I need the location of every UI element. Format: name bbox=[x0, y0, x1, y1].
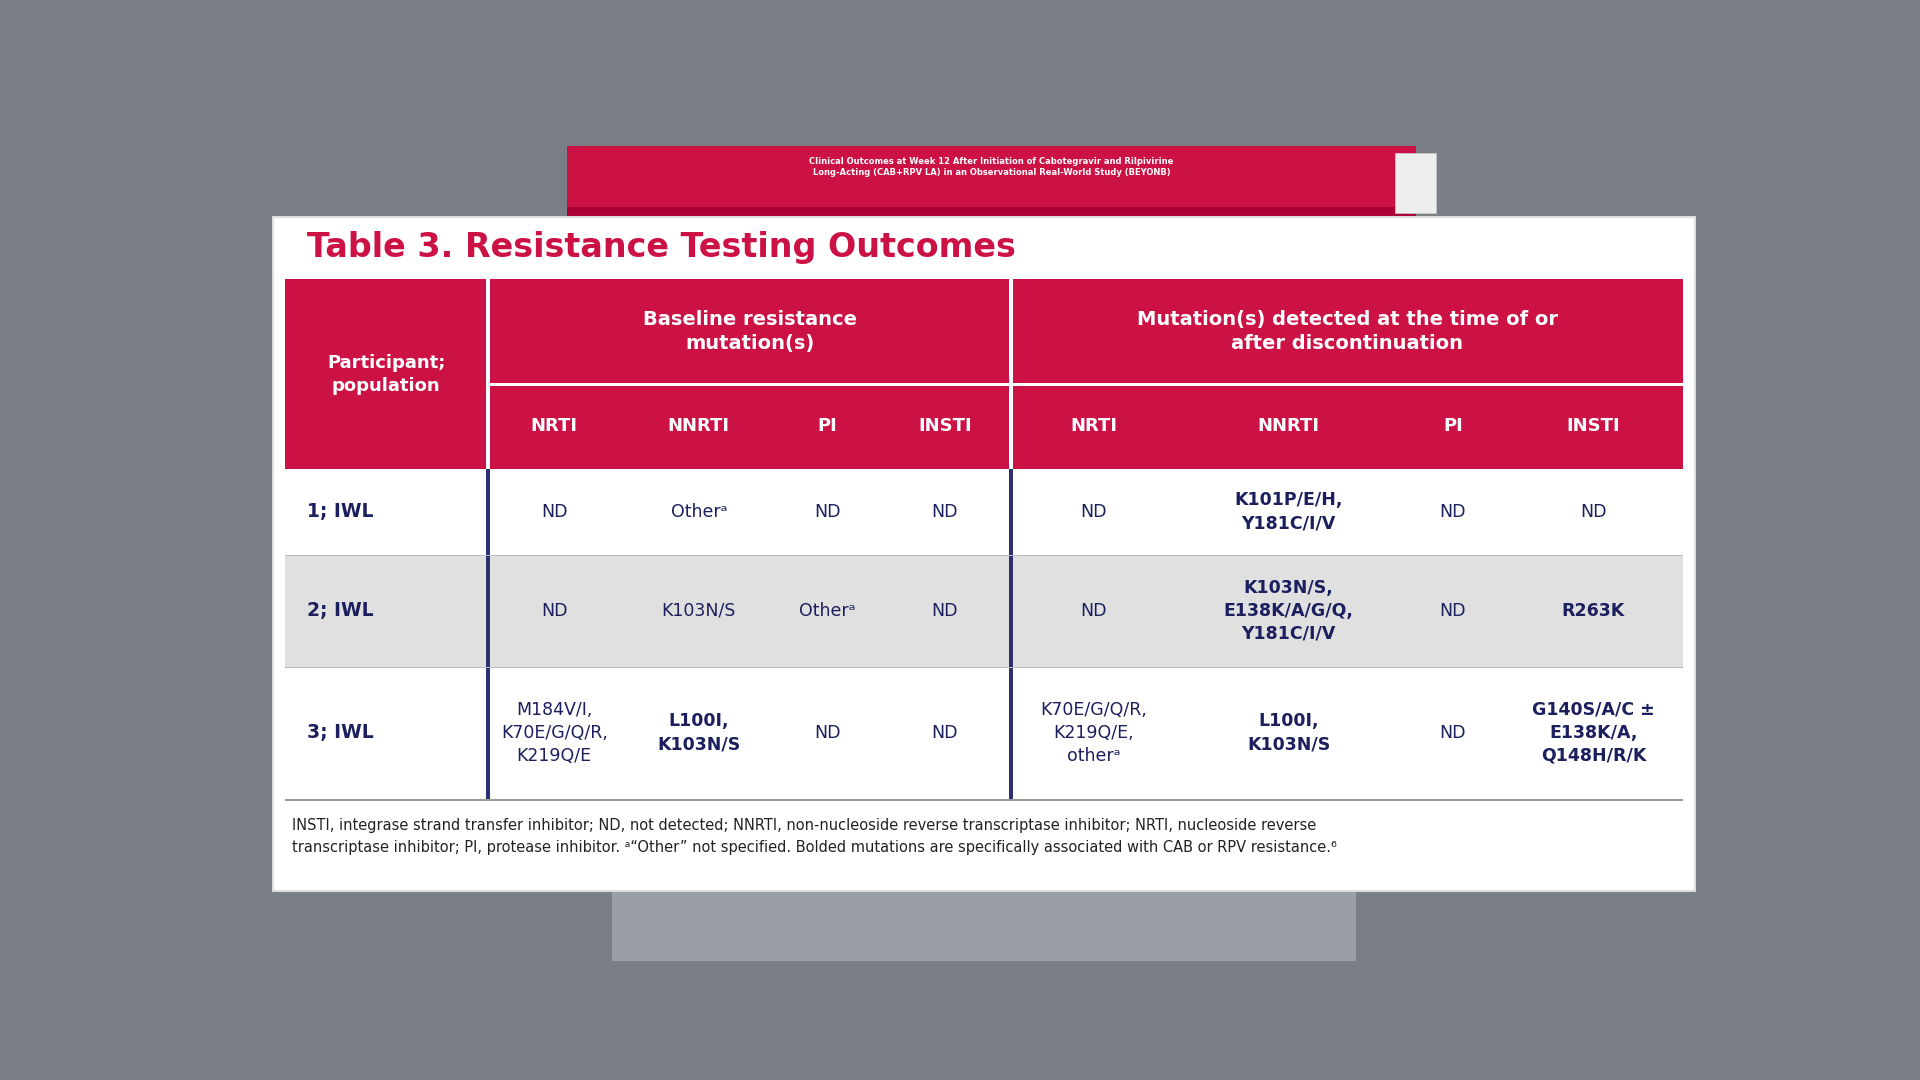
Text: NRTI: NRTI bbox=[530, 417, 578, 435]
Bar bbox=[568, 146, 1415, 217]
Bar bbox=[1010, 469, 1014, 555]
Text: Clinical Outcomes at Week 12 After Initiation of Cabotegravir and Rilpivirine
Lo: Clinical Outcomes at Week 12 After Initi… bbox=[808, 157, 1173, 177]
Bar bbox=[1010, 666, 1014, 799]
Bar bbox=[284, 799, 1684, 800]
Bar bbox=[284, 469, 1684, 555]
Text: ND: ND bbox=[1440, 602, 1467, 620]
Text: Otherᵃ: Otherᵃ bbox=[670, 503, 728, 521]
Bar bbox=[1010, 280, 1014, 383]
Text: ND: ND bbox=[1440, 724, 1467, 742]
Bar bbox=[1394, 153, 1436, 213]
Bar bbox=[284, 555, 1684, 666]
Bar bbox=[1010, 383, 1686, 386]
Bar bbox=[284, 555, 1684, 556]
Text: L100I,
K103N/S: L100I, K103N/S bbox=[1248, 713, 1331, 753]
Text: G140S/A/C ±
E138K/A,
Q148H/R/K: G140S/A/C ± E138K/A, Q148H/R/K bbox=[1532, 701, 1655, 765]
Text: ND: ND bbox=[541, 503, 568, 521]
Text: Baseline resistance
mutation(s): Baseline resistance mutation(s) bbox=[643, 310, 856, 353]
Text: ND: ND bbox=[931, 602, 958, 620]
Text: NNRTI: NNRTI bbox=[1258, 417, 1319, 435]
Text: ND: ND bbox=[931, 503, 958, 521]
Text: INSTI, integrase strand transfer inhibitor; ND, not detected; NNRTI, non-nucleos: INSTI, integrase strand transfer inhibit… bbox=[292, 818, 1336, 855]
Text: R263K: R263K bbox=[1561, 602, 1624, 620]
Bar bbox=[284, 383, 1684, 469]
Text: ND: ND bbox=[814, 724, 841, 742]
Text: K70E/G/Q/R,
K219Q/E,
otherᵃ: K70E/G/Q/R, K219Q/E, otherᵃ bbox=[1041, 701, 1146, 765]
FancyBboxPatch shape bbox=[273, 217, 1695, 891]
Text: NRTI: NRTI bbox=[1069, 417, 1117, 435]
Bar bbox=[486, 280, 490, 383]
Text: K103N/S,
E138K/A/G/Q,
Y181C/I/V: K103N/S, E138K/A/G/Q, Y181C/I/V bbox=[1223, 579, 1354, 643]
Text: INSTI: INSTI bbox=[1567, 417, 1620, 435]
Text: ND: ND bbox=[814, 503, 841, 521]
Bar bbox=[1010, 555, 1014, 666]
Text: K103N/S: K103N/S bbox=[662, 602, 735, 620]
Bar bbox=[1010, 383, 1014, 469]
Text: ND: ND bbox=[1081, 503, 1106, 521]
Text: L100I,
K103N/S: L100I, K103N/S bbox=[657, 713, 741, 753]
Bar bbox=[486, 383, 1014, 386]
Bar bbox=[486, 383, 490, 469]
Bar bbox=[486, 469, 490, 555]
Bar bbox=[568, 207, 1415, 217]
Bar bbox=[284, 666, 1684, 669]
Text: Mutation(s) detected at the time of or
after discontinuation: Mutation(s) detected at the time of or a… bbox=[1137, 310, 1557, 353]
Text: INSTI: INSTI bbox=[918, 417, 972, 435]
Bar bbox=[284, 666, 1684, 799]
Text: Otherᵃ: Otherᵃ bbox=[799, 602, 856, 620]
Text: Table 3. Resistance Testing Outcomes: Table 3. Resistance Testing Outcomes bbox=[307, 231, 1016, 265]
Text: ND: ND bbox=[541, 602, 568, 620]
Text: PI: PI bbox=[818, 417, 837, 435]
Text: M184V/I,
K70E/G/Q/R,
K219Q/E: M184V/I, K70E/G/Q/R, K219Q/E bbox=[501, 701, 607, 765]
Text: 1; IWL: 1; IWL bbox=[307, 502, 374, 522]
Bar bbox=[486, 555, 490, 666]
Text: NNRTI: NNRTI bbox=[668, 417, 730, 435]
Text: ND: ND bbox=[1580, 503, 1607, 521]
Bar bbox=[612, 891, 1356, 961]
Text: 3; IWL: 3; IWL bbox=[307, 724, 374, 742]
Text: PI: PI bbox=[1444, 417, 1463, 435]
Text: ND: ND bbox=[1081, 602, 1106, 620]
Bar bbox=[486, 666, 490, 799]
Text: ND: ND bbox=[1440, 503, 1467, 521]
Text: 2; IWL: 2; IWL bbox=[307, 602, 374, 620]
Text: K101P/E/H,
Y181C/I/V: K101P/E/H, Y181C/I/V bbox=[1235, 491, 1342, 532]
Text: Participant;
population: Participant; population bbox=[326, 353, 445, 394]
Text: ND: ND bbox=[931, 724, 958, 742]
Bar bbox=[284, 280, 1684, 383]
